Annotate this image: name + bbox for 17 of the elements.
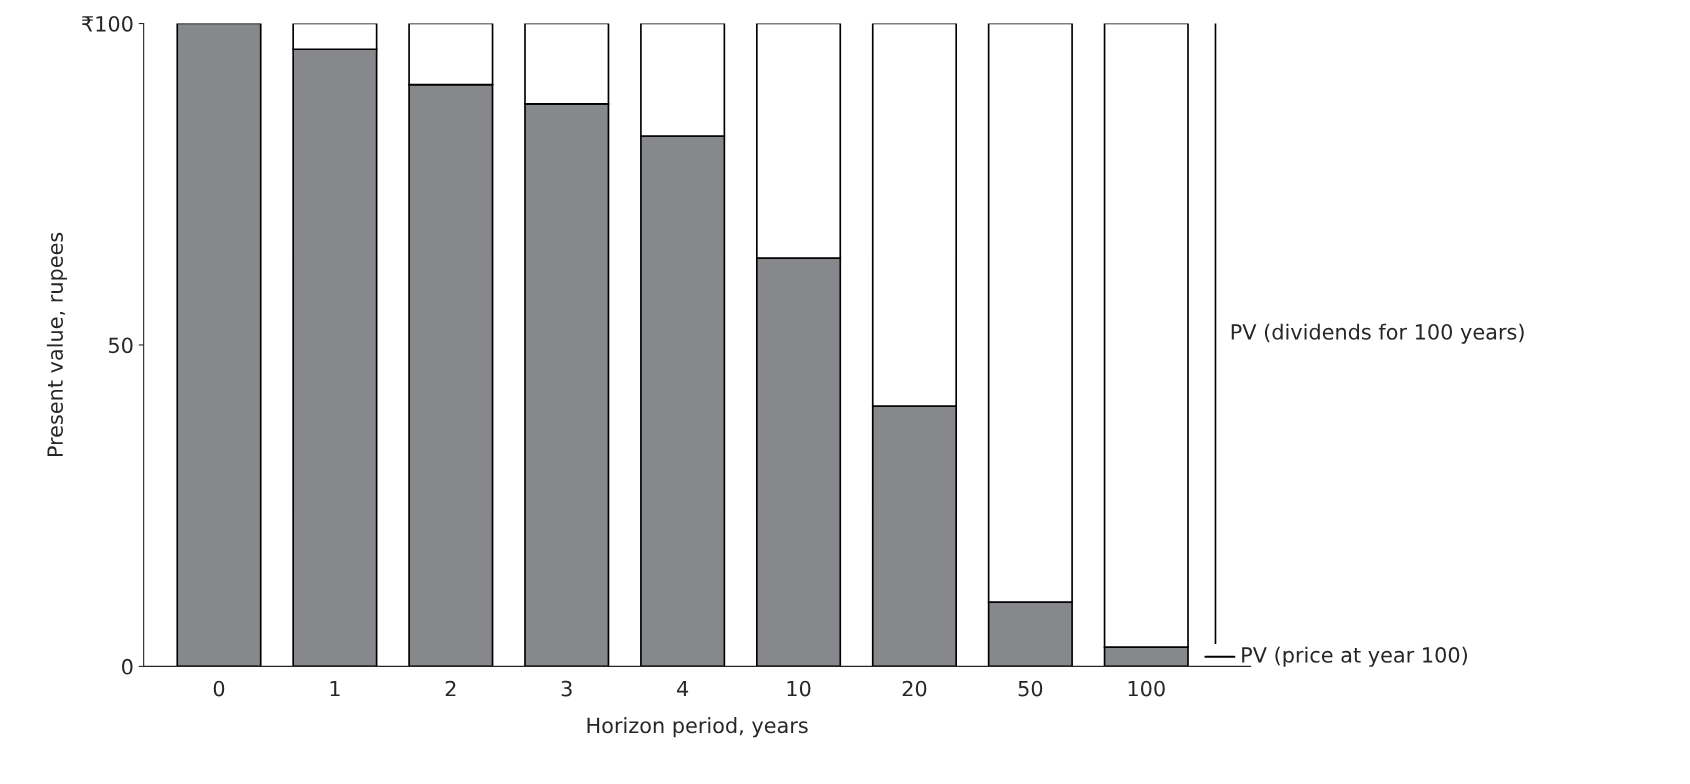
annotation: PV (price at year 100)	[1242, 646, 1467, 667]
y-tick-label: ₹100	[81, 15, 133, 32]
x-tick-label: 20	[902, 680, 927, 697]
x-tick-label: 4	[677, 680, 689, 697]
x-tick-label: 50	[1018, 680, 1043, 697]
bar	[176, 23, 262, 667]
y-tick-label: 0	[122, 658, 133, 675]
x-tick-label: 3	[561, 680, 572, 697]
x-tick-label: 100	[1128, 680, 1165, 697]
x-tick-label: 10	[787, 680, 811, 697]
annotation: PV (dividends for 100 years)	[1231, 323, 1524, 344]
y-tick-label: 50	[109, 337, 133, 354]
x-tick-label: 2	[445, 680, 456, 697]
x-tick-label: 1	[330, 680, 340, 697]
x-tick-label: 0	[213, 680, 225, 697]
x-axis-title: Horizon period, years	[587, 717, 808, 738]
y-axis-title: Present value, rupees	[46, 232, 68, 457]
